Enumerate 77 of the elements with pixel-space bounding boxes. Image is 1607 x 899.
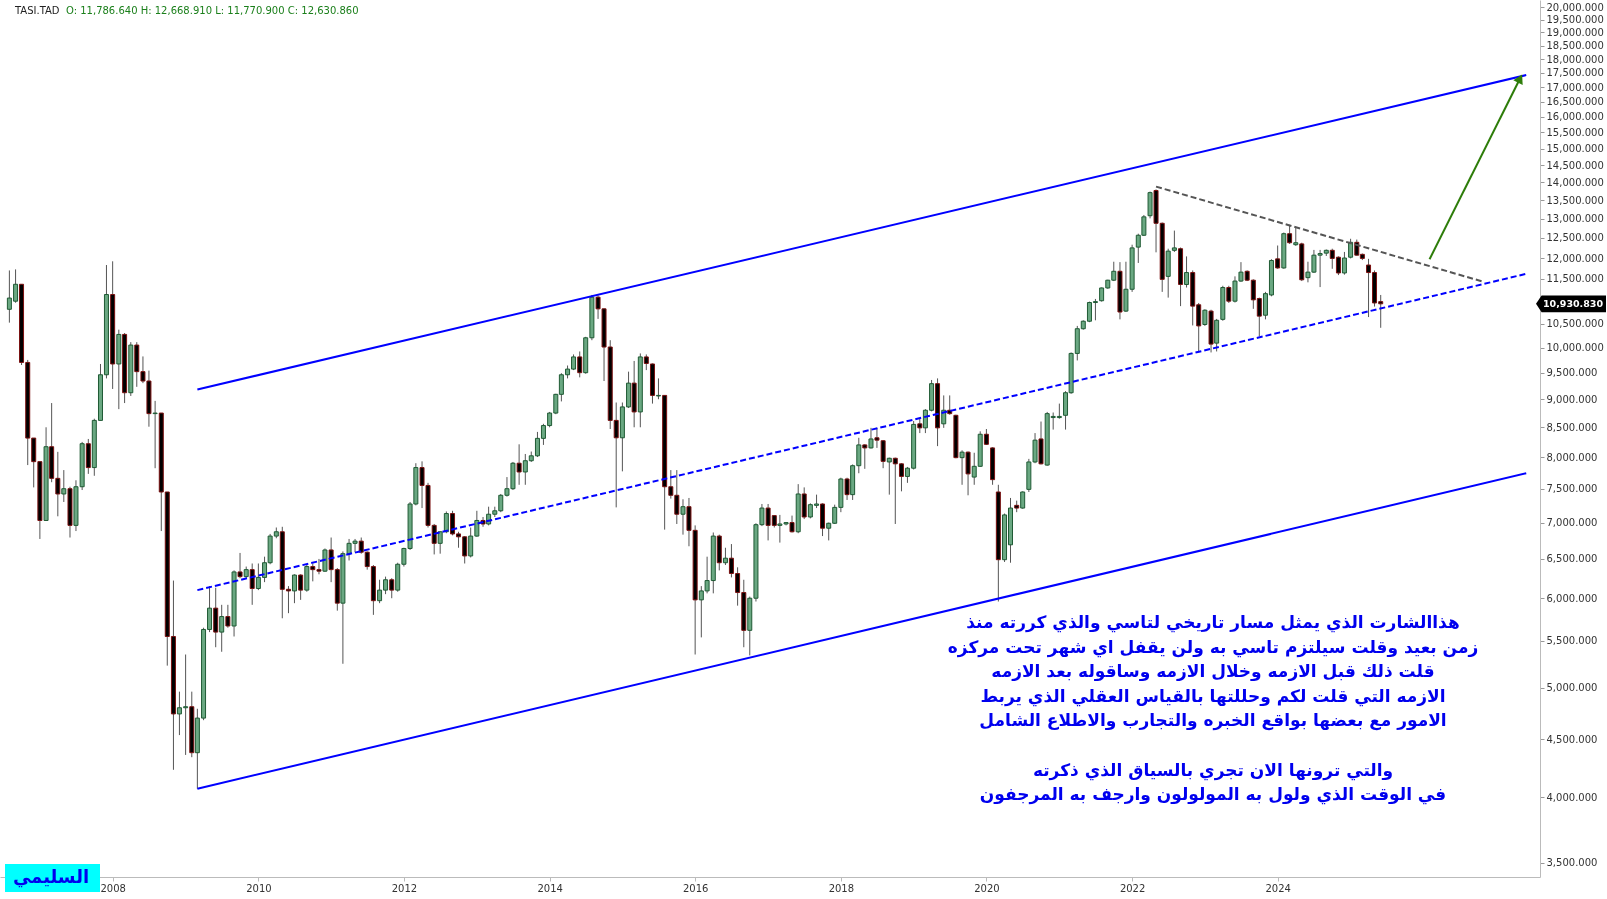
candlestick: [1184, 255, 1190, 289]
y-tick-label: 9,000.000: [1546, 393, 1598, 405]
candlestick: [437, 530, 443, 555]
candlestick: [680, 498, 686, 536]
candlestick: [965, 451, 971, 496]
y-tick-label: 6,500.000: [1546, 553, 1598, 565]
x-tick-label: 2010: [246, 882, 272, 894]
y-tick-label: 7,500.000: [1546, 483, 1598, 495]
candlestick: [862, 443, 868, 470]
annotation: السليمي: [12, 866, 90, 888]
y-tick-label: 13,000.000: [1546, 213, 1604, 225]
candlestick: [225, 604, 231, 629]
text: 10,930.830: [1542, 297, 1604, 309]
x-tick-label: 2008: [100, 882, 126, 894]
candlestick: [152, 400, 158, 469]
y-tick-label: 6,000.000: [1546, 592, 1598, 604]
candlestick: [1275, 245, 1281, 270]
y-tick-label: 10,500.000: [1546, 318, 1604, 330]
text: هذاالشارت الذي يمثل مسار تاريخي لتاسي والذي كررته منذ زمن بعيد وقلت سيلتزم تاسي به ولن يقفل اي شهر تحت مركزه قلت ذلك قبل الازمه وخلال الازمه وساقوله بعد الازمه الازمه التي قلت لكم وحللتها بالقياس العقلي الذي يربط الامور مع بعضها بواقع الخبره والتجارب والاطلاع الشامل والتي ترونها الان تجري بالسياق الذي ذكرته في الوقت الذي ولول به المولولون وارجف به المرجفون: [947, 612, 1479, 805]
chart-title: TASI.TAD: [14, 5, 60, 16]
candlestick: [61, 469, 67, 503]
candlestick: [516, 443, 522, 486]
candlestick: [389, 577, 395, 599]
y-tick-label: 14,500.000: [1546, 159, 1604, 171]
y-tick-label: 12,000.000: [1546, 252, 1604, 264]
y-tick-label: 7,000.000: [1546, 517, 1598, 529]
y-tick-label: 5,000.000: [1546, 682, 1598, 694]
candlestick: [1287, 224, 1293, 245]
y-tick-label: 18,500.000: [1546, 40, 1604, 52]
candlestick: [213, 587, 219, 648]
y-tick-label: 4,500.000: [1546, 733, 1598, 745]
candlestick: [1293, 226, 1299, 247]
x-tick-label: 2024: [1265, 882, 1291, 894]
y-tick-label: 16,000.000: [1546, 111, 1604, 123]
candlestick: [291, 573, 297, 604]
y-tick-label: 13,500.000: [1546, 194, 1604, 206]
y-tick-label: 19,500.000: [1546, 14, 1604, 26]
chart-subtitle: O: 11,786.640 H: 12,668.910 L: 11,770.900 C: 12,630.860: [66, 5, 359, 16]
y-tick-label: 8,000.000: [1546, 451, 1598, 463]
y-tick-label: 14,000.000: [1546, 176, 1604, 188]
y-tick-label: 9,500.000: [1546, 367, 1598, 379]
x-tick-label: 2014: [537, 882, 563, 894]
y-tick-label: 5,500.000: [1546, 635, 1598, 647]
candlestick: [219, 604, 225, 653]
y-tick-label: 4,000.000: [1546, 791, 1598, 803]
candlestick: [1147, 191, 1153, 219]
candlestick: [1214, 318, 1220, 352]
candlestick: [577, 350, 583, 378]
y-tick-label: 19,000.000: [1546, 26, 1604, 38]
y-tick-label: 16,500.000: [1546, 96, 1604, 108]
y-tick-label: 15,000.000: [1546, 143, 1604, 154]
x-tick-label: 2012: [391, 882, 418, 894]
y-tick-label: 10,000.000: [1546, 342, 1604, 354]
candlestick: [298, 573, 304, 601]
y-tick-label: 17,500.000: [1546, 67, 1604, 79]
y-tick-label: 17,000.000: [1546, 81, 1604, 93]
y-tick-label: 15,500.000: [1546, 126, 1604, 138]
candlestick: [304, 564, 310, 593]
candlestick: [868, 427, 874, 450]
candlestick: [85, 438, 91, 475]
y-tick-label: 11,500.000: [1546, 273, 1604, 285]
x-tick-label: 2018: [828, 882, 855, 894]
candlestick: [959, 449, 965, 486]
x-tick-label: 2016: [682, 882, 709, 894]
y-tick-label: 3,500.000: [1546, 857, 1598, 869]
candlestick: [886, 457, 892, 496]
x-tick-label: 2020: [974, 882, 1000, 894]
y-tick-label: 8,500.000: [1546, 421, 1598, 433]
candlestick: [801, 486, 807, 520]
candlestick: [655, 377, 661, 400]
candlestick: [237, 552, 243, 579]
y-tick-label: 18,000.000: [1546, 53, 1604, 65]
candlestick: [443, 510, 449, 534]
y-tick-label: 20,000.000: [1546, 1, 1604, 13]
y-tick-label: 12,500.000: [1546, 232, 1604, 244]
x-tick-label: 2022: [1119, 882, 1146, 894]
candlestick: [249, 562, 255, 606]
